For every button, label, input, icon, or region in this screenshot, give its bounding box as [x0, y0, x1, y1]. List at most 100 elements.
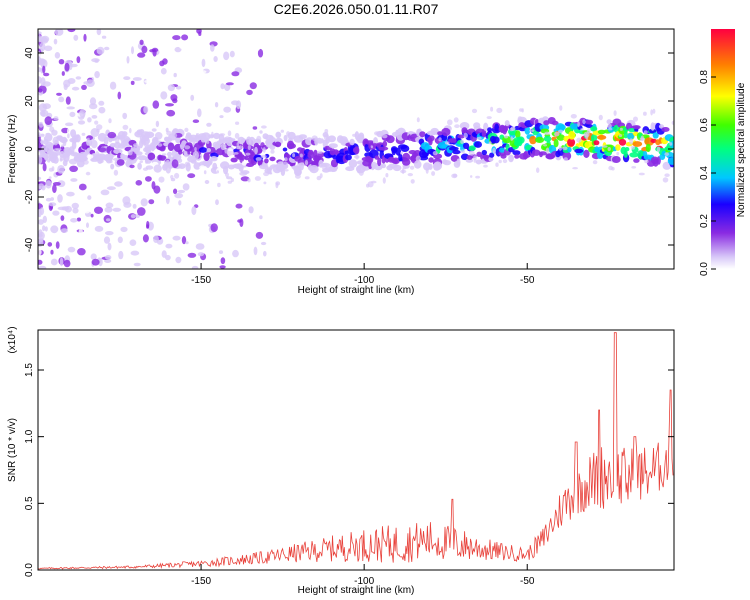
spectrogram-noise-cell: [619, 127, 623, 131]
spectrogram-noise-cell: [52, 210, 60, 216]
snr-y-tick-label: 0.0: [24, 563, 35, 577]
spectrogram-noise-cell: [236, 142, 240, 148]
spectrogram-cell: [275, 165, 286, 172]
spectrogram-cell: [43, 132, 53, 142]
spectrogram-noise-cell: [219, 265, 226, 269]
spectrogram-noise-cell: [42, 65, 46, 74]
spectrogram-noise-cell: [96, 124, 103, 130]
spectrogram-noise-cell: [122, 139, 126, 146]
spectrogram-noise-cell: [160, 67, 167, 75]
spectrogram-noise-cell: [486, 116, 492, 120]
spectrogram-noise-cell: [444, 141, 450, 145]
spectrogram-cell: [428, 135, 435, 142]
spectrogram-noise-cell: [498, 159, 502, 164]
spectrogram-noise-cell: [409, 165, 415, 170]
spectrogram-noise-cell: [59, 155, 66, 161]
spectrogram-noise-cell: [144, 159, 149, 164]
spectrogram-noise-cell: [177, 189, 186, 194]
spectrogram-noise-cell: [137, 52, 146, 58]
spectrogram-noise-cell: [161, 153, 167, 156]
spectrogram-noise-cell: [49, 126, 55, 132]
spectrogram-noise-cell: [206, 140, 210, 144]
spectrogram-noise-cell: [249, 82, 257, 90]
spectrogram-noise-cell: [99, 158, 104, 164]
spectrogram-noise-cell: [127, 150, 133, 156]
spectrogram-cell: [500, 153, 507, 159]
spectrogram-noise-cell: [425, 168, 429, 174]
spectrogram-noise-cell: [165, 195, 170, 205]
spectrogram-noise-cell: [545, 147, 550, 154]
spectrogram-noise-cell: [572, 167, 578, 170]
spectrogram-noise-cell: [42, 225, 46, 232]
spectrogram-noise-cell: [66, 106, 75, 110]
spectrogram-noise-cell: [143, 140, 147, 147]
spectrogram-noise-cell: [38, 176, 42, 181]
spectrogram-noise-cell: [184, 152, 188, 158]
spectrogram-noise-cell: [196, 29, 202, 34]
spectrogram-noise-cell: [639, 137, 645, 141]
spectrogram-noise-cell: [130, 208, 136, 212]
spectrogram-noise-cell: [125, 162, 131, 166]
spectrogram-noise-cell: [198, 70, 207, 74]
spectrogram-cell: [167, 142, 175, 151]
spectrogram-noise-cell: [259, 215, 263, 220]
spectrogram-noise-cell: [133, 262, 141, 267]
spectrogram-noise-cell: [56, 92, 62, 96]
spectrogram-noise-cell: [217, 182, 221, 188]
spectrogram-noise-cell: [39, 207, 45, 216]
spectrogram-noise-cell: [44, 45, 53, 52]
spectrogram-cell: [428, 163, 433, 170]
spectrogram-cell: [593, 140, 600, 146]
snr-x-ticks: -150 -100 -50: [191, 564, 535, 587]
spectrogram-noise-cell: [61, 144, 64, 148]
spectrogram-noise-cell: [229, 50, 235, 58]
spectrogram-noise-cell: [55, 241, 60, 249]
spectrogram-noise-cell: [87, 117, 92, 123]
spectrogram-cell: [597, 129, 606, 135]
spectrogram-noise-cell: [199, 165, 206, 171]
spectrogram-noise-cell: [453, 117, 459, 123]
spectrogram-noise-cell: [142, 167, 149, 171]
spectrogram-noise-cell: [38, 237, 44, 243]
spectrogram-noise-cell: [104, 46, 110, 51]
spectrogram-noise-cell: [280, 129, 284, 133]
spectrogram-noise-cell: [47, 242, 53, 247]
spectrogram-noise-cell: [607, 123, 612, 129]
spectrogram-noise-cell: [93, 157, 100, 161]
spectrogram-cell: [504, 120, 510, 127]
spectrogram-cell: [354, 146, 360, 155]
spectrogram-noise-cell: [583, 131, 590, 138]
spectrogram-cell: [459, 122, 470, 130]
spectrogram-noise-cell: [52, 184, 57, 193]
spectrogram-noise-cell: [210, 44, 215, 52]
spectrogram-cell: [309, 165, 319, 174]
spectrogram-y-tick-label: 40: [24, 47, 35, 59]
spectrogram-cell: [515, 130, 521, 139]
spectrogram-noise-cell: [63, 259, 71, 268]
snr-x-label: Height of straight line (km): [298, 585, 415, 596]
spectrogram-y-ticks: -40 -20 0 20 40: [24, 47, 674, 252]
spectrogram-cell: [230, 157, 238, 163]
spectrogram-cell: [618, 138, 627, 146]
spectrogram-cell: [553, 139, 559, 148]
spectrogram-noise-cell: [38, 103, 48, 112]
spectrogram-noise-cell: [223, 51, 230, 61]
spectrogram-noise-cell: [495, 162, 499, 167]
spectrogram-noise-cell: [198, 219, 203, 228]
spectrogram-cell: [606, 119, 612, 125]
spectrogram-noise-cell: [476, 136, 482, 140]
spectrogram-noise-cell: [174, 46, 182, 53]
spectrogram-cell: [137, 162, 142, 170]
spectrogram-noise-cell: [519, 108, 523, 112]
spectrogram-cell: [55, 150, 61, 156]
spectrogram-noise-cell: [240, 104, 247, 110]
snr-y-label: SNR (10 * v/v): [7, 418, 18, 482]
spectrogram-noise-cell: [460, 149, 465, 154]
spectrogram-noise-cell: [71, 202, 80, 209]
spectrogram-noise-cell: [558, 146, 563, 151]
spectrogram-cell: [623, 131, 628, 139]
spectrogram-noise-cell: [638, 172, 645, 176]
spectrogram-cell: [567, 138, 576, 147]
spectrogram-noise-cell: [172, 35, 181, 41]
spectrogram-cell: [557, 124, 566, 131]
